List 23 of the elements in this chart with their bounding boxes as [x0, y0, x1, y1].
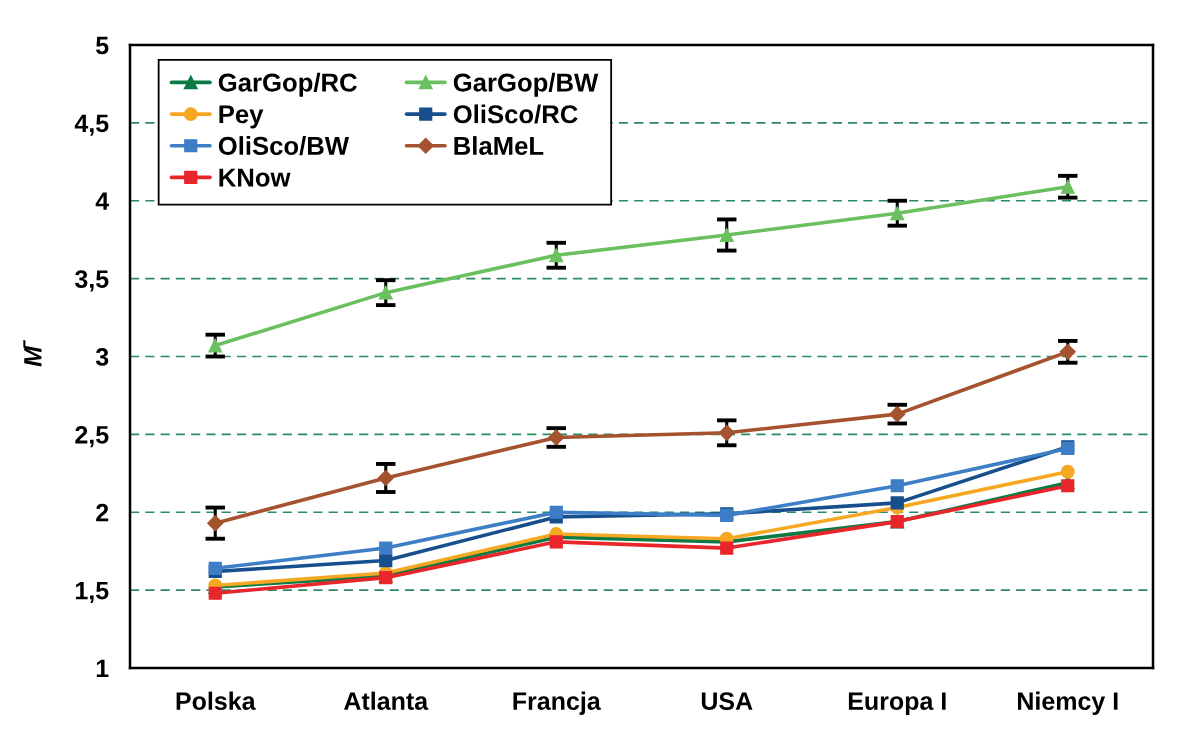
legend-label: BlaMeL	[454, 136, 544, 155]
y-tick-label: 2,5	[75, 425, 109, 448]
y-tick-label: 2	[96, 503, 109, 522]
x-tick-label: Europa I	[848, 692, 946, 715]
x-tick-label: Niemcy I	[1018, 691, 1118, 715]
y-tick-label: 3	[95, 348, 109, 366]
y-axis-title: M̄	[23, 340, 42, 367]
y-tick-label: 1	[96, 659, 109, 678]
x-tick-label: Polska	[176, 691, 256, 710]
y-tick-label: 4	[95, 192, 110, 210]
y-tick-label: 3,5	[74, 270, 109, 292]
legend-label: GarGop/RC	[218, 72, 357, 97]
legend-label: Pey	[219, 105, 264, 129]
legend-label: OliSco/BW	[218, 136, 350, 156]
y-tick-label: 1,5	[75, 581, 109, 604]
y-tick-label: 4,5	[74, 114, 109, 136]
legend-label: GarGop/BW	[453, 72, 599, 97]
legend-label: KNow	[219, 168, 291, 187]
legend-label: OliSco/RC	[453, 104, 578, 124]
x-tick-label: Francja	[513, 691, 601, 715]
y-tick-label: 5	[96, 36, 109, 55]
x-tick-label: USA	[701, 692, 753, 710]
x-tick-label: Atlanta	[344, 691, 429, 710]
